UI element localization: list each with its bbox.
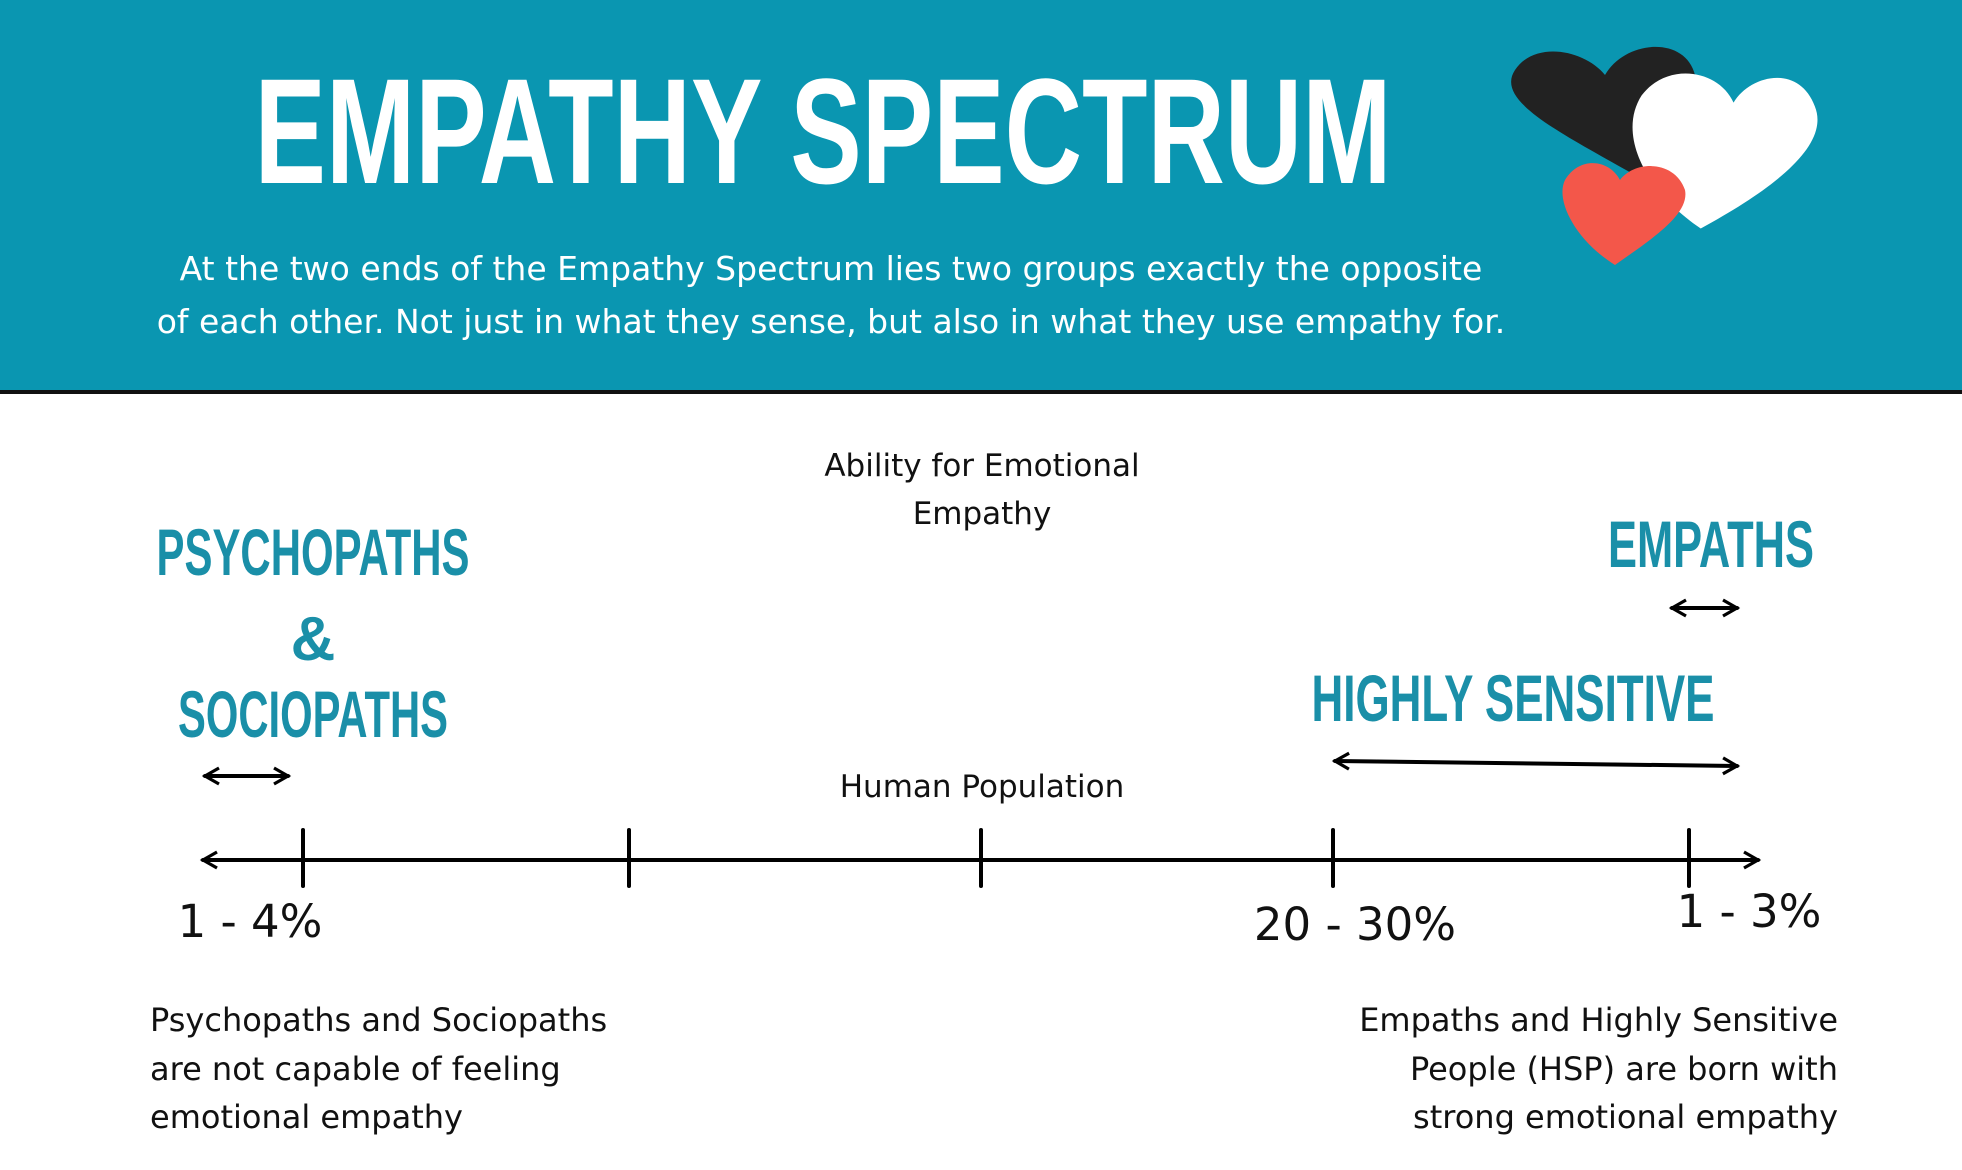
share-label: 20 - 30% <box>1254 898 1456 951</box>
note: emotional empathy <box>150 1098 463 1136</box>
axis-label: Empathy <box>913 496 1052 532</box>
axis-label: Ability for Emotional <box>824 448 1139 484</box>
note: Psychopaths and Sociopaths <box>150 1001 607 1039</box>
note: Empaths and Highly Sensitive <box>1359 1001 1838 1039</box>
range-arrow <box>1331 751 1741 776</box>
axis-ticks <box>301 828 1691 888</box>
group-label: EMPATHS <box>1608 507 1814 581</box>
hearts <box>1511 46 1818 265</box>
subtitle: At the two ends of the Empathy Spectrum … <box>180 249 1483 288</box>
group-label: PSYCHOPATHS <box>157 515 470 589</box>
header-rule <box>0 390 1962 394</box>
population-label: Human Population <box>840 769 1125 805</box>
group-label: SOCIOPATHS <box>178 677 448 751</box>
note: are not capable of feeling <box>150 1050 561 1088</box>
group-label: & <box>291 605 336 674</box>
share-label: 1 - 3% <box>1677 885 1822 938</box>
group-label: HIGHLY SENSITIVE <box>1312 661 1715 735</box>
note: People (HSP) are born with <box>1410 1050 1838 1088</box>
share-label: 1 - 4% <box>178 895 323 948</box>
title: EMPATHY SPECTRUM <box>255 47 1392 215</box>
note: strong emotional empathy <box>1413 1098 1838 1136</box>
subtitle: of each other. Not just in what they sen… <box>157 302 1506 341</box>
